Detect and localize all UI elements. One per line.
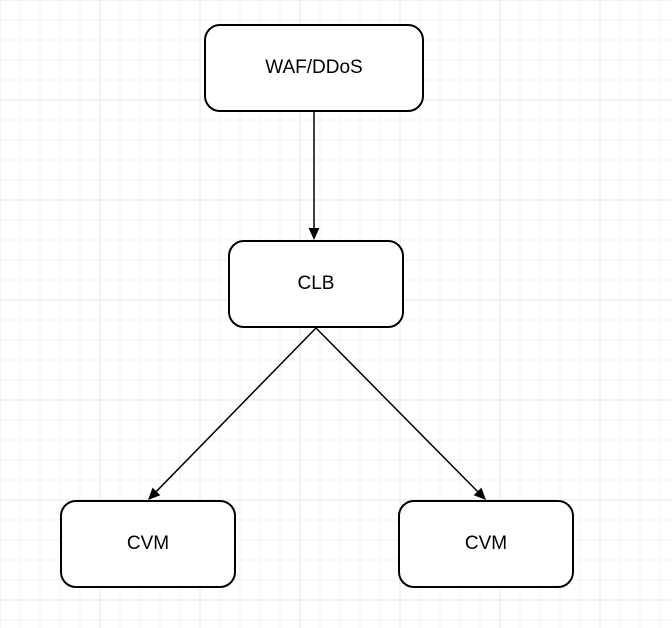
- node-label-cvm1: CVM: [127, 533, 169, 555]
- arrowhead-waf-clb: [309, 228, 320, 240]
- node-waf: WAF/DDoS: [204, 24, 424, 112]
- node-cvm2: CVM: [398, 500, 574, 588]
- node-cvm1: CVM: [60, 500, 236, 588]
- node-label-cvm2: CVM: [465, 533, 507, 555]
- node-clb: CLB: [228, 240, 404, 328]
- diagram-layer: WAF/DDoS CLB CVM CVM: [0, 0, 672, 628]
- edge-clb-cvm1: [156, 328, 316, 491]
- arrowhead-clb-cvm1: [148, 488, 160, 500]
- node-label-waf: WAF/DDoS: [265, 57, 362, 79]
- arrowhead-clb-cvm2: [474, 488, 486, 500]
- node-label-clb: CLB: [298, 273, 335, 295]
- edge-clb-cvm2: [316, 328, 478, 491]
